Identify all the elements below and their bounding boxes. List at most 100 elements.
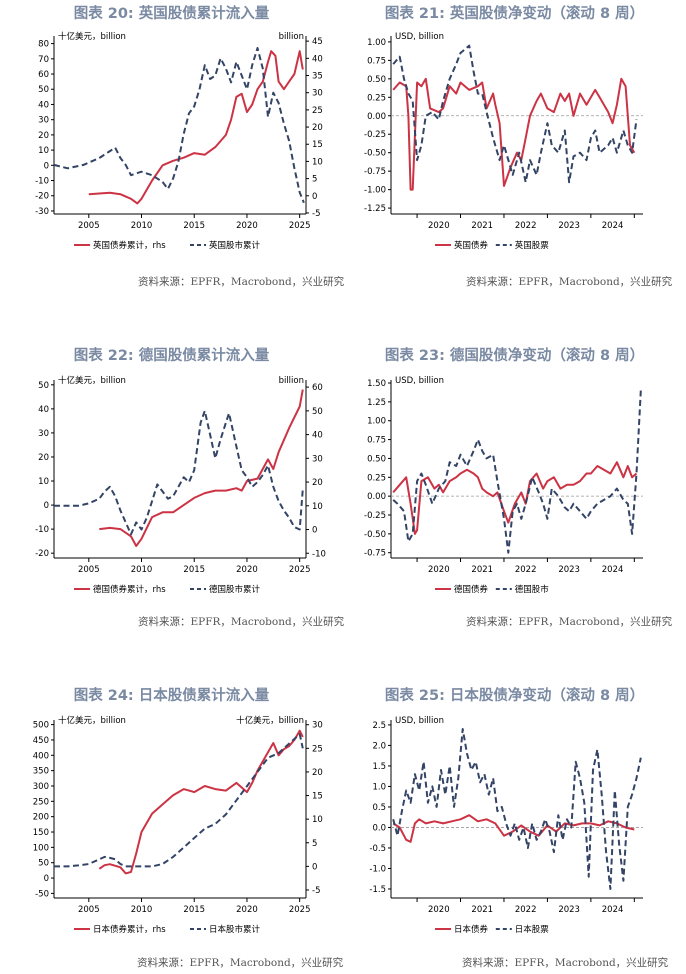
y-tick-label-right: -10 [312, 549, 326, 559]
panel-c21: 图表 21: 英国股债净变动（滚动 8 周） 1.00 0.75 0.50 0.25 0… [343, 0, 686, 300]
series-line-2 [392, 390, 642, 554]
y-tick-label-left: -0.25 [364, 130, 386, 140]
panel-c20: 图表 20: 英国股债累计流入量 80 70 60 50 40 30 20 10 0 -10 -20… [0, 0, 344, 300]
y-tick-label-left: 30 [38, 116, 49, 126]
x-tick-label: 2024 [602, 221, 624, 231]
y-tick-label-right: 35 [312, 72, 323, 82]
x-tick-label: 2020 [428, 221, 450, 231]
y-tick-label-right: 5 [312, 839, 317, 849]
y-tick-label-left: 0.25 [367, 473, 386, 483]
y-tick-label-right: 20 [312, 478, 323, 488]
y-tick-label-left: 500 [33, 721, 49, 731]
y-tick-label-left: -0.5 [369, 844, 386, 854]
y-tick-label-left: 0.75 [367, 436, 386, 446]
legend-label-2: 英国股票 [515, 240, 550, 251]
y-tick-label-left: 50 [38, 381, 49, 391]
source-note: 资料来源：EPFR，Macrobond，兴业研究 [466, 616, 673, 628]
y-tick-label-left: 20 [38, 453, 49, 463]
y-tick-label-left: 150 [33, 828, 49, 838]
panel-c24: 图表 24: 日本股债累计流入量 500 450 400 350 300 250 200 15… [0, 680, 343, 974]
y-tick-label-left: 40 [38, 405, 49, 415]
legend-label-1: 德国债券 [454, 584, 489, 595]
y-tick-label-left: 10 [38, 477, 49, 487]
y-tick-label-right: 0 [312, 862, 317, 872]
y-tick-label-left: 1.00 [367, 417, 386, 427]
y-tick-label-left: -20 [35, 192, 49, 202]
y-tick-label-left: 1.5 [372, 762, 386, 772]
chart-title: 图表 24: 日本股债累计流入量 [73, 688, 270, 704]
y-unit-right: billion [279, 376, 304, 386]
y-unit-left: USD, billion [395, 376, 444, 386]
y-tick-label-left: -0.50 [364, 530, 386, 540]
y-tick-label-left: 0.50 [367, 454, 386, 464]
chart-title: 图表 22: 德国股债累计流入量 [73, 348, 270, 364]
y-tick-label-left: 350 [33, 767, 49, 777]
x-tick-label: 2005 [78, 565, 100, 575]
panel-c22: 图表 22: 德国股债累计流入量 50 40 30 20 10 0 -10 -20 60 50 40… [0, 340, 344, 640]
y-tick-label-right: 10 [312, 157, 323, 167]
y-tick-label-left: 0.5 [372, 803, 386, 813]
y-tick-label-left: -30 [35, 207, 49, 217]
x-tick-label: 2025 [289, 565, 311, 575]
legend-label-1: 日本债券累计，rhs [93, 924, 166, 935]
y-tick-label-left: -1.25 [364, 204, 386, 214]
x-tick-label: 2020 [236, 905, 258, 915]
y-tick-label-left: 450 [33, 736, 49, 746]
y-unit-right: 十亿美元，billion [236, 715, 304, 726]
y-tick-label-left: 0 [44, 501, 49, 511]
y-tick-label-right: 40 [312, 431, 323, 441]
y-unit-left: 十亿美元，billion [58, 31, 126, 42]
y-tick-label-left: 2.5 [372, 721, 386, 731]
y-tick-label-left: -10 [35, 177, 49, 187]
y-tick-label-right: 20 [312, 123, 323, 133]
x-tick-label: 2022 [515, 905, 537, 915]
y-tick-label-right: 25 [312, 744, 323, 754]
y-tick-label-left: 70 [38, 55, 49, 65]
x-tick-label: 2024 [602, 565, 624, 575]
legend-label-2: 德国股市 [515, 584, 550, 595]
y-tick-label-left: 250 [33, 797, 49, 807]
legend-label-1: 英国债券累计，rhs [93, 240, 166, 251]
y-tick-label-left: 0 [44, 874, 49, 884]
y-tick-label-left: 300 [33, 782, 49, 792]
y-tick-label-right: 40 [312, 54, 323, 64]
source-note: 资料来源：EPFR，Macrobond，兴业研究 [466, 276, 673, 288]
x-tick-label: 2023 [558, 221, 580, 231]
x-tick-label: 2024 [602, 905, 624, 915]
y-tick-label-left: 0 [44, 161, 49, 171]
x-tick-label: 2015 [183, 221, 205, 231]
y-tick-label-right: 10 [312, 502, 323, 512]
legend-label-2: 英国股市累计 [209, 240, 261, 251]
legend-label-2: 日本股市累计 [209, 924, 261, 935]
x-tick-label: 2020 [428, 565, 450, 575]
y-tick-label-right: 15 [312, 140, 323, 150]
y-tick-label-right: 5 [312, 175, 317, 185]
x-tick-label: 2021 [471, 905, 493, 915]
series-line-2 [54, 733, 304, 868]
y-tick-label-right: 25 [312, 106, 323, 116]
panel-c23: 图表 23: 德国股债净变动（滚动 8 周） 1.50 1.25 1.00 0.75 0… [343, 340, 686, 640]
y-tick-label-left: -0.75 [364, 167, 386, 177]
x-tick-label: 2005 [78, 905, 100, 915]
y-tick-label-left: 30 [38, 429, 49, 439]
y-tick-label-left: 1.0 [372, 782, 386, 792]
chart-c21: 1.00 0.75 0.50 0.25 0.00 -0.25 -0.50 -0.75 -1.00… [364, 32, 643, 251]
y-unit-left: USD, billion [395, 716, 444, 726]
chart-title: 图表 23: 德国股债净变动（滚动 8 周） [384, 348, 645, 364]
y-tick-label-left: 100 [33, 843, 49, 853]
y-tick-label-left: 10 [38, 146, 49, 156]
chart-c20: 80706050403020100-10-20-3045403530252015… [35, 31, 323, 251]
x-tick-label: 2010 [131, 221, 153, 231]
x-tick-label: 2020 [236, 221, 258, 231]
x-tick-label: 2005 [78, 221, 100, 231]
y-tick-label-right: 15 [312, 792, 323, 802]
y-tick-label-left: 40 [38, 100, 49, 110]
y-tick-label-left: -1.0 [369, 864, 386, 874]
chart-c23: 1.50 1.25 1.00 0.75 0.50 0.25 0.00 -0.25 -0.50 -0… [364, 376, 643, 595]
legend-label-2: 德国股市累计 [209, 584, 261, 595]
y-tick-label-left: 1.25 [367, 398, 386, 408]
y-unit-left: 十亿美元，billion [58, 375, 126, 386]
y-tick-label-left: -0.25 [364, 511, 386, 521]
y-tick-label-left: -10 [35, 525, 49, 535]
legend-label-1: 日本债券 [454, 924, 489, 935]
